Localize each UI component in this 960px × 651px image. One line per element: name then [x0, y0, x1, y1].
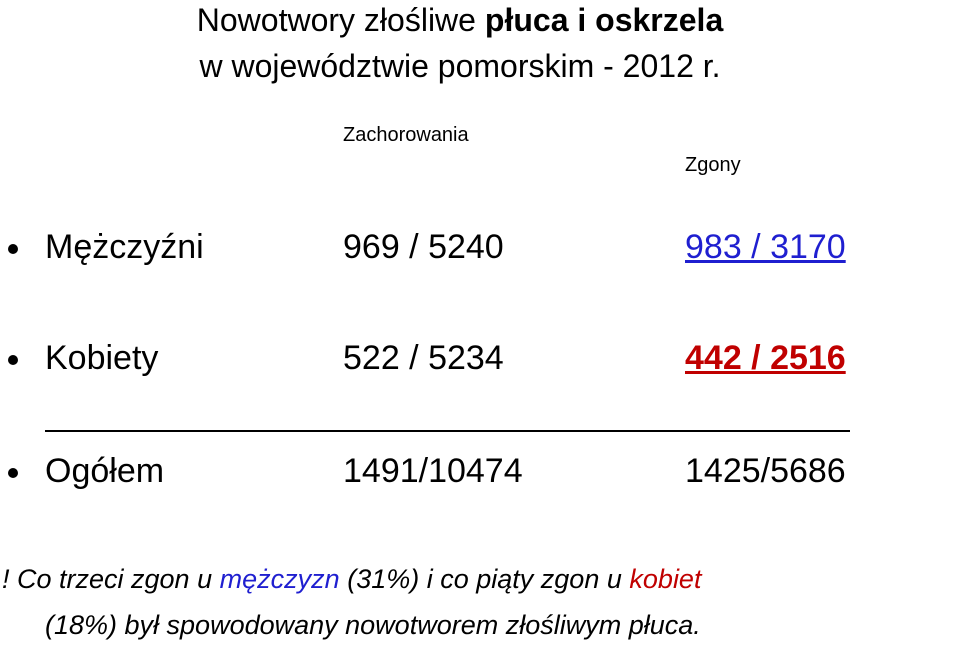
column-header: Zachorowania	[343, 124, 469, 146]
footnote-highlight: mężczyzn	[219, 564, 340, 594]
row-label: Mężczyźni	[45, 228, 204, 266]
footnote-highlight: kobiet	[629, 564, 702, 594]
cell: 522 / 5234	[343, 339, 504, 377]
bullet	[8, 355, 18, 365]
column-header: Zgony	[685, 154, 741, 176]
row-label: Kobiety	[45, 339, 159, 377]
footnote-text: (31%) i co piąty zgon u	[347, 564, 622, 594]
cell: 1425/5686	[685, 452, 846, 490]
title-bold: płuca i oskrzela	[484, 2, 724, 38]
cell: 442 / 2516	[685, 339, 846, 377]
title-line-1: Nowotwory złośliwe płuca i oskrzela	[0, 2, 920, 39]
cell: 1491/10474	[343, 452, 523, 490]
bullet	[8, 244, 18, 254]
title-line-2: w województwie pomorskim - 2012 r.	[199, 48, 721, 84]
footnote-line-1: ! Co trzeci zgon u mężczyzn (31%) i co pią…	[2, 564, 701, 595]
title-regular: Nowotwory złośliwe	[196, 2, 476, 38]
row-label: Ogółem	[45, 452, 165, 490]
cell: 969 / 5240	[343, 228, 504, 266]
footnote-line-2: (18%) był spowodowany nowotworem złośliw…	[45, 610, 701, 640]
bullet	[8, 468, 18, 478]
cell: 983 / 3170	[685, 228, 846, 266]
separator	[45, 430, 850, 432]
footnote-text: ! Co trzeci zgon u	[2, 564, 213, 594]
